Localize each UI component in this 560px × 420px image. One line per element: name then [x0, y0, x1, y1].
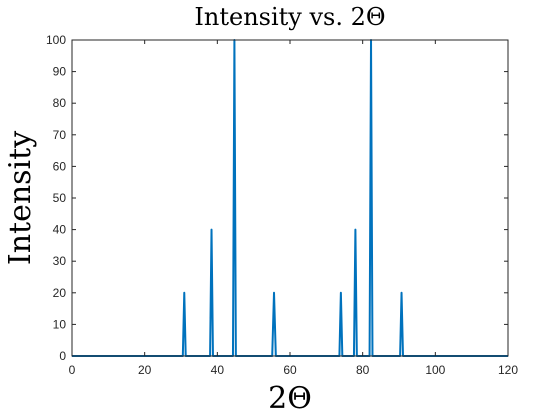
plot-area: 0 20 40 60 80 100 120 0 10 20 30 40 50 60 70 80 90 100 [46, 33, 518, 377]
x-axis-label: 2Θ [268, 381, 312, 416]
y-tick-label: 20 [53, 286, 67, 300]
axes-box [71, 39, 509, 357]
x-tick-label: 120 [498, 363, 518, 377]
y-tick-label: 40 [53, 223, 67, 237]
x-tick-label: 80 [356, 363, 370, 377]
chart-title: Intensity vs. 2Θ [194, 3, 385, 31]
y-tick-label: 80 [53, 96, 67, 110]
y-tick-label: 90 [53, 65, 67, 79]
y-tick-label: 100 [46, 33, 66, 47]
x-tick-label: 100 [425, 363, 445, 377]
x-axis-ticks: 0 20 40 60 80 100 120 [69, 40, 518, 377]
y-tick-label: 0 [59, 349, 66, 363]
series-line [72, 39, 508, 357]
y-tick-label: 10 [53, 317, 67, 331]
y-tick-label: 60 [53, 159, 67, 173]
y-axis-label: Intensity [3, 131, 38, 265]
x-tick-label: 0 [69, 363, 76, 377]
y-tick-label: 70 [53, 128, 67, 142]
y-tick-label: 30 [53, 254, 67, 268]
x-tick-label: 20 [138, 363, 152, 377]
x-tick-label: 40 [211, 363, 225, 377]
x-tick-label: 60 [283, 363, 297, 377]
y-axis-ticks: 0 10 20 30 40 50 60 70 80 90 100 [46, 33, 508, 363]
y-tick-label: 50 [53, 191, 67, 205]
